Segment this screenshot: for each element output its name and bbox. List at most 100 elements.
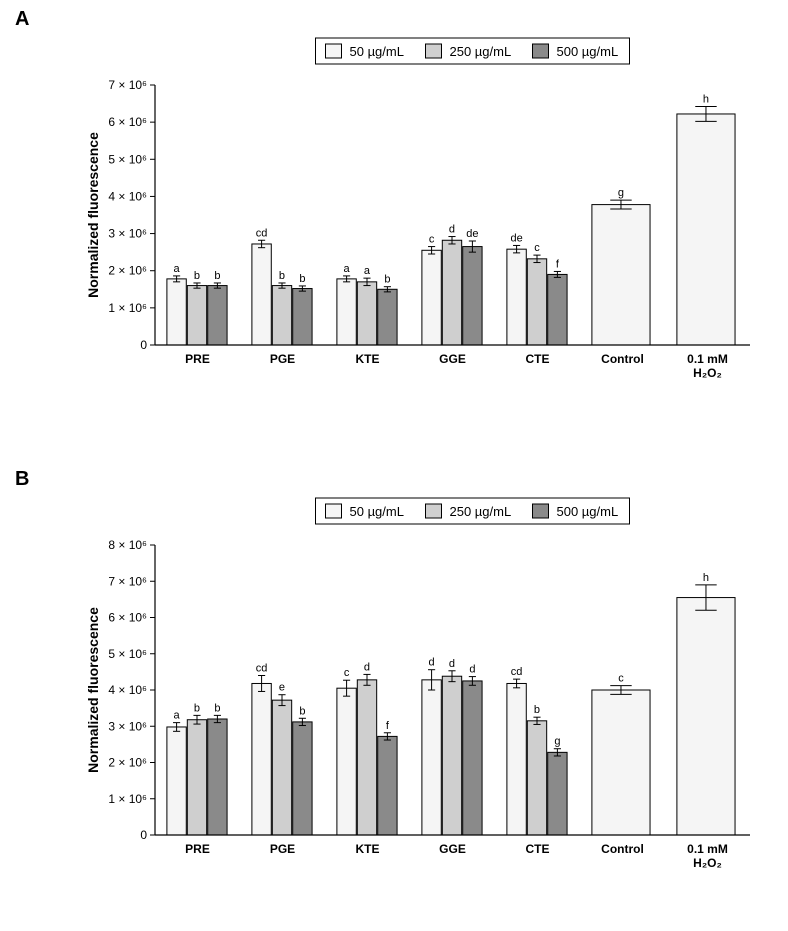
sig-label: b <box>194 270 200 282</box>
legend-label: 500 µg/mL <box>557 504 619 519</box>
sig-label: d <box>449 224 455 236</box>
y-tick-label: 1 × 10⁶ <box>108 301 147 315</box>
bar <box>677 598 735 835</box>
bar <box>548 274 567 345</box>
bar <box>548 752 567 835</box>
sig-label: c <box>618 673 624 685</box>
chart-b: 01 × 10⁶2 × 10⁶3 × 10⁶4 × 10⁶5 × 10⁶6 × … <box>80 490 760 890</box>
bar <box>208 286 227 345</box>
sig-label: de <box>466 228 478 240</box>
sig-label: a <box>364 265 371 277</box>
category-label: KTE <box>356 842 380 856</box>
sig-label: b <box>214 702 220 714</box>
y-tick-label: 7 × 10⁶ <box>108 574 147 588</box>
category-label: PRE <box>185 352 210 366</box>
bar <box>507 249 526 345</box>
sig-label: c <box>534 242 540 254</box>
category-label: 0.1 mM <box>687 842 728 856</box>
bar <box>378 736 397 835</box>
bar <box>337 688 356 835</box>
category-label: Control <box>601 842 644 856</box>
sig-label: g <box>554 736 560 748</box>
y-tick-label: 3 × 10⁶ <box>108 227 147 241</box>
sig-label: a <box>174 710 181 722</box>
sig-label: b <box>384 274 390 286</box>
bar <box>187 286 206 345</box>
bar <box>442 240 461 345</box>
y-tick-label: 0 <box>140 338 147 352</box>
sig-label: cd <box>256 227 268 239</box>
sig-label: d <box>429 657 435 669</box>
bar <box>293 289 312 345</box>
category-label: PGE <box>270 352 295 366</box>
sig-label: b <box>214 270 220 282</box>
sig-label: a <box>174 263 181 275</box>
sig-label: cd <box>511 666 523 678</box>
sig-label: h <box>703 94 709 106</box>
bar <box>357 680 376 835</box>
bar <box>337 279 356 345</box>
y-tick-label: 5 × 10⁶ <box>108 647 147 661</box>
category-label: H₂O₂ <box>693 856 722 870</box>
bar <box>592 205 650 345</box>
y-tick-label: 3 × 10⁶ <box>108 719 147 733</box>
y-tick-label: 2 × 10⁶ <box>108 264 147 278</box>
panel-label-b: B <box>15 468 29 491</box>
y-tick-label: 5 × 10⁶ <box>108 152 147 166</box>
chart-a: 0 1 × 10⁶ 2 × 10⁶ 3 × 10⁶ 4 × 10⁶ 5 × 10⁶ 6 × … <box>80 30 760 400</box>
bar <box>357 282 376 345</box>
legend-label: 50 µg/mL <box>350 504 404 519</box>
sig-label: de <box>510 232 522 244</box>
category-label: 0.1 mM <box>687 352 728 366</box>
sig-label: b <box>194 702 200 714</box>
y-tick-label: 0 <box>140 828 147 842</box>
legend-swatch <box>533 44 549 58</box>
category-label: GGE <box>439 352 466 366</box>
sig-label: b <box>299 705 305 717</box>
chart-svg: 0 1 × 10⁶ 2 × 10⁶ 3 × 10⁶ 4 × 10⁶ 5 × 10⁶ 6 × … <box>80 30 760 400</box>
category-label: CTE <box>526 352 550 366</box>
category-label: Control <box>601 352 644 366</box>
bar <box>272 286 291 345</box>
sig-label: b <box>299 273 305 285</box>
y-tick-label: 7 × 10⁶ <box>108 78 147 92</box>
bar <box>252 244 271 345</box>
bar <box>527 721 546 835</box>
chart-svg: 01 × 10⁶2 × 10⁶3 × 10⁶4 × 10⁶5 × 10⁶6 × … <box>80 490 760 890</box>
bar <box>507 683 526 835</box>
y-tick-label: 4 × 10⁶ <box>108 189 147 203</box>
bar <box>167 279 186 345</box>
sig-label: b <box>279 270 285 282</box>
bar <box>378 289 397 345</box>
bar <box>293 722 312 835</box>
legend-label: 500 µg/mL <box>557 44 619 59</box>
sig-label: d <box>449 658 455 670</box>
bar <box>167 727 186 835</box>
bar <box>677 114 735 345</box>
sig-label: a <box>344 263 351 275</box>
bar <box>187 720 206 835</box>
y-tick-label: 6 × 10⁶ <box>108 611 147 625</box>
legend-swatch <box>533 504 549 518</box>
category-label: KTE <box>356 352 380 366</box>
legend-swatch <box>426 44 442 58</box>
category-label: H₂O₂ <box>693 366 722 380</box>
bar <box>442 676 461 835</box>
bar <box>422 250 441 345</box>
category-label: PGE <box>270 842 295 856</box>
sig-label: d <box>364 661 370 673</box>
category-label: CTE <box>526 842 550 856</box>
bar <box>592 690 650 835</box>
bar <box>422 680 441 835</box>
legend-swatch <box>326 44 342 58</box>
legend-label: 250 µg/mL <box>450 44 512 59</box>
sig-label: h <box>703 572 709 584</box>
y-axis-title: Normalized fluorescence <box>85 132 101 298</box>
legend-swatch <box>426 504 442 518</box>
sig-label: c <box>429 234 435 246</box>
legend-swatch <box>326 504 342 518</box>
legend-label: 50 µg/mL <box>350 44 404 59</box>
bar <box>252 683 271 835</box>
bar <box>463 247 482 345</box>
y-tick-label: 6 × 10⁶ <box>108 115 147 129</box>
